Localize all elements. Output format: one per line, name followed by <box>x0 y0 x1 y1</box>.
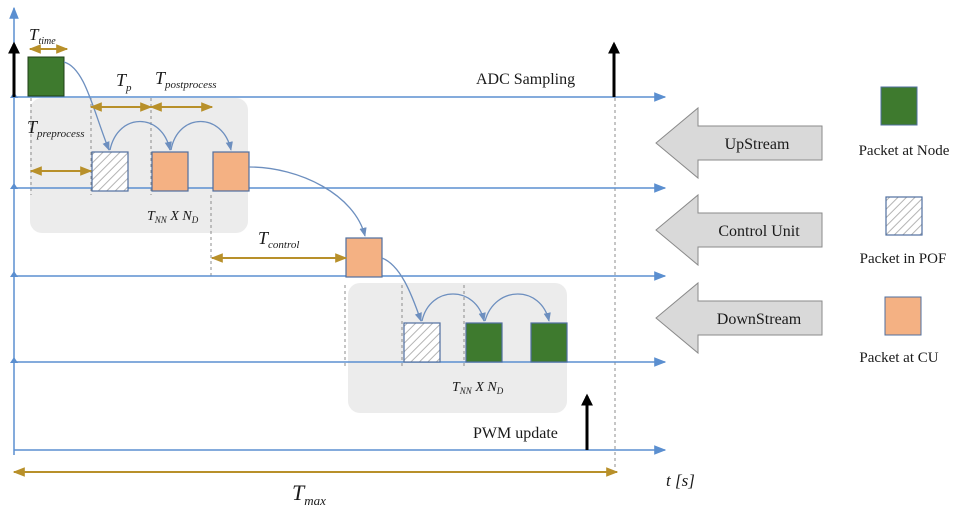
label-t-max: Tmax <box>292 480 326 508</box>
label-time-axis: t [s] <box>666 471 695 490</box>
label-t-preprocess: Tpreprocess <box>27 117 84 140</box>
flow-arrows <box>63 61 551 322</box>
legend-label-pof: Packet in POF <box>860 251 947 267</box>
legend-label-node: Packet at Node <box>859 143 950 159</box>
label-pwm-update: PWM update <box>473 425 558 442</box>
stage-control-unit: Control Unit <box>655 193 823 267</box>
timing-intervals <box>12 44 619 477</box>
legend-label-cu: Packet at CU <box>859 350 938 366</box>
packet-cu-control <box>345 237 383 278</box>
packet-cu-upstream-1 <box>151 151 189 192</box>
guide-lines <box>30 98 616 470</box>
label-t-control: Tcontrol <box>258 228 299 251</box>
stage-downstream: DownStream <box>655 281 823 355</box>
legend: Packet at Node Packet in POF Packet at C… <box>859 86 950 366</box>
packet-node-downstream-1 <box>465 322 503 363</box>
packet-node-sampled <box>27 56 65 97</box>
stage-label-downstream: DownStream <box>717 311 802 328</box>
packet-pof-upstream <box>91 151 129 192</box>
packet-node-downstream-2 <box>530 322 568 363</box>
stage-label-control-unit: Control Unit <box>718 223 800 240</box>
packet-cu-upstream-2 <box>212 151 250 192</box>
packet-pof-downstream <box>403 322 441 363</box>
label-t-postprocess: Tpostprocess <box>155 68 217 91</box>
upstream-process-region <box>30 98 248 233</box>
label-t-p: Tp <box>116 70 132 94</box>
downstream-process-region <box>348 283 567 413</box>
stage-label-upstream: UpStream <box>725 136 790 153</box>
stage-upstream: UpStream <box>655 106 823 180</box>
label-t-time: Ttime <box>29 25 56 47</box>
label-tnn-nd-downstream: TNN X ND <box>452 380 504 396</box>
lane-axes <box>14 92 667 455</box>
legend-swatch-pof <box>885 196 923 236</box>
label-tnn-nd-upstream: TNN X ND <box>147 209 199 225</box>
legend-swatch-cu <box>884 296 922 336</box>
legend-swatch-node <box>880 86 918 126</box>
label-adc-sampling: ADC Sampling <box>476 71 575 88</box>
